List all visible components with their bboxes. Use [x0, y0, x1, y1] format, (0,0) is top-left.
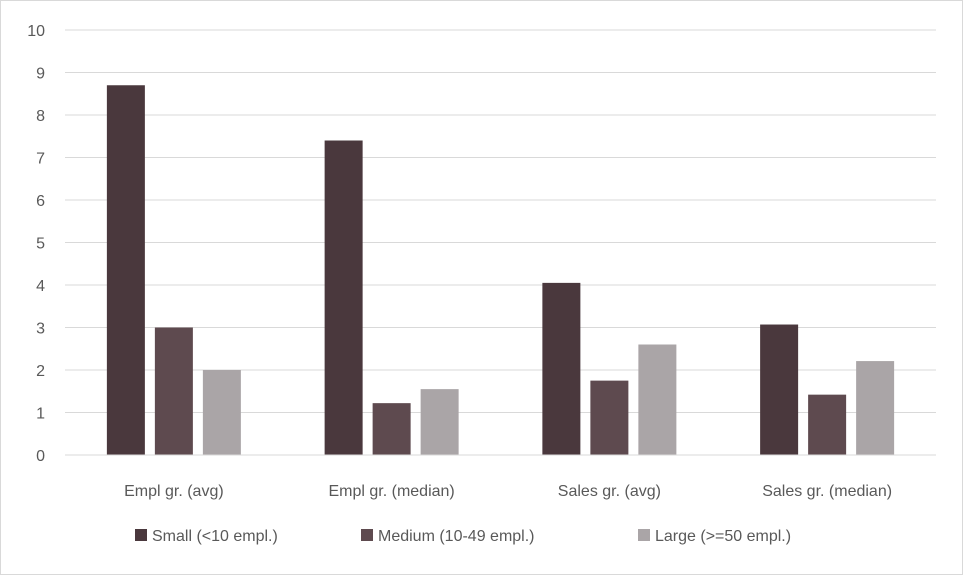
bar: [856, 361, 895, 455]
x-category-label: Empl gr. (avg): [124, 483, 224, 500]
bar: [760, 324, 799, 455]
legend-swatch: [361, 529, 373, 541]
legend-label: Medium (10-49 empl.): [378, 528, 535, 545]
y-tick-label: 5: [36, 236, 45, 253]
bar: [542, 282, 581, 455]
y-tick-label: 4: [36, 278, 45, 295]
x-category-label: Empl gr. (median): [328, 483, 454, 500]
legend-item: Large (>=50 empl.): [638, 528, 791, 545]
legend-label: Small (<10 empl.): [152, 528, 278, 545]
bar: [106, 85, 145, 455]
y-tick-label: 2: [36, 363, 45, 380]
legend-label: Large (>=50 empl.): [655, 528, 791, 545]
y-tick-label: 0: [36, 448, 45, 465]
x-category-label: Sales gr. (median): [762, 483, 892, 500]
bar: [324, 140, 363, 455]
y-tick-label: 10: [27, 23, 45, 40]
y-tick-label: 3: [36, 321, 45, 338]
bar: [372, 403, 411, 455]
legend-item: Small (<10 empl.): [135, 528, 278, 545]
y-tick-label: 1: [36, 406, 45, 423]
legend-swatch: [135, 529, 147, 541]
legend-swatch: [638, 529, 650, 541]
y-tick-label: 6: [36, 193, 45, 210]
legend: Small (<10 empl.) Medium (10-49 empl.) Lar…: [135, 528, 791, 545]
bar: [808, 394, 847, 455]
gridlines: [65, 29, 936, 413]
y-tick-label: 8: [36, 108, 45, 125]
legend-item: Medium (10-49 empl.): [361, 528, 535, 545]
y-tick-label: 7: [36, 151, 45, 168]
y-tick-label: 9: [36, 66, 45, 83]
bar: [638, 344, 677, 455]
y-axis-ticks: 0 1 2 3 4 5 6 7 8 9 10: [27, 23, 45, 465]
bar: [590, 380, 629, 455]
x-category-label: Sales gr. (avg): [558, 483, 661, 500]
bars: [106, 85, 895, 455]
bar: [420, 389, 459, 455]
bar: [154, 327, 193, 455]
bar: [202, 370, 241, 455]
x-axis-categories: Empl gr. (avg) Empl gr. (median) Sales gr.…: [124, 483, 892, 500]
